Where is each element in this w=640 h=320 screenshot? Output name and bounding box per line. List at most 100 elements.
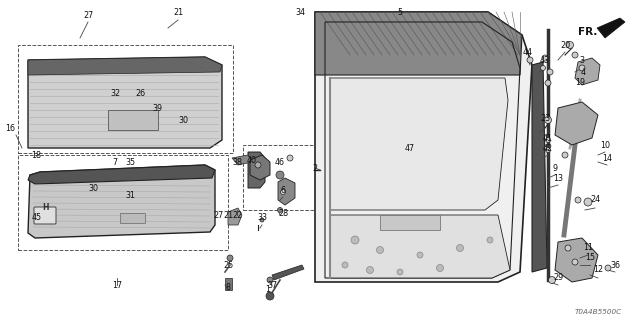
Text: 20: 20 xyxy=(560,41,570,50)
Polygon shape xyxy=(28,57,222,75)
Text: 1: 1 xyxy=(266,285,271,294)
Text: 35: 35 xyxy=(125,157,135,166)
Circle shape xyxy=(255,162,261,168)
Circle shape xyxy=(579,65,585,71)
Polygon shape xyxy=(272,265,304,280)
Text: 24: 24 xyxy=(590,196,600,204)
Circle shape xyxy=(278,207,282,212)
Polygon shape xyxy=(315,12,532,282)
Circle shape xyxy=(545,116,552,124)
Circle shape xyxy=(547,69,553,75)
Polygon shape xyxy=(278,178,295,205)
Text: 36: 36 xyxy=(610,260,620,269)
Text: H: H xyxy=(42,204,48,212)
Text: 34: 34 xyxy=(295,7,305,17)
Text: 27: 27 xyxy=(83,11,93,20)
Circle shape xyxy=(351,236,359,244)
Text: 23: 23 xyxy=(540,114,550,123)
Text: 39: 39 xyxy=(152,103,162,113)
Circle shape xyxy=(605,265,611,271)
Text: 2: 2 xyxy=(312,164,317,172)
Circle shape xyxy=(436,265,444,271)
Circle shape xyxy=(545,138,550,142)
Circle shape xyxy=(541,66,545,70)
Text: 38: 38 xyxy=(232,157,242,166)
Text: 13: 13 xyxy=(553,173,563,182)
Text: 16: 16 xyxy=(5,124,15,132)
Circle shape xyxy=(287,155,293,161)
Text: 45: 45 xyxy=(32,213,42,222)
Text: 25: 25 xyxy=(223,260,233,269)
Polygon shape xyxy=(555,238,598,282)
FancyBboxPatch shape xyxy=(34,207,56,224)
Text: 47: 47 xyxy=(405,143,415,153)
Circle shape xyxy=(572,259,578,265)
Text: 15: 15 xyxy=(585,253,595,262)
Text: 31: 31 xyxy=(125,190,135,199)
Text: 33: 33 xyxy=(257,213,267,222)
Polygon shape xyxy=(250,155,270,180)
Text: 8: 8 xyxy=(225,284,230,292)
Text: 29: 29 xyxy=(553,274,563,283)
Text: 11: 11 xyxy=(583,244,593,252)
Circle shape xyxy=(545,80,551,86)
Circle shape xyxy=(527,57,533,63)
Polygon shape xyxy=(248,152,265,188)
Text: 3: 3 xyxy=(579,55,584,65)
Circle shape xyxy=(260,218,264,222)
Polygon shape xyxy=(28,165,215,238)
Text: 22: 22 xyxy=(232,211,242,220)
Text: 30: 30 xyxy=(178,116,188,124)
Circle shape xyxy=(545,148,550,153)
Circle shape xyxy=(376,246,383,253)
Polygon shape xyxy=(532,62,547,272)
Circle shape xyxy=(280,189,285,195)
Circle shape xyxy=(575,197,581,203)
Circle shape xyxy=(572,52,578,58)
Text: 37: 37 xyxy=(267,281,277,290)
Text: 26: 26 xyxy=(135,89,145,98)
Polygon shape xyxy=(555,102,598,145)
Circle shape xyxy=(417,252,423,258)
Text: 9: 9 xyxy=(552,164,557,172)
Text: 28: 28 xyxy=(278,209,288,218)
Circle shape xyxy=(487,237,493,243)
Circle shape xyxy=(342,262,348,268)
Text: 17: 17 xyxy=(112,281,122,290)
Text: 41: 41 xyxy=(543,133,553,142)
Text: 19: 19 xyxy=(575,77,585,86)
Circle shape xyxy=(276,171,284,179)
Polygon shape xyxy=(380,215,440,230)
Circle shape xyxy=(548,276,556,284)
Text: 12: 12 xyxy=(593,266,603,275)
Polygon shape xyxy=(597,18,625,38)
Text: 4: 4 xyxy=(580,68,586,76)
Polygon shape xyxy=(575,58,600,85)
Text: 44: 44 xyxy=(523,47,533,57)
Text: 27: 27 xyxy=(213,211,223,220)
Text: 6: 6 xyxy=(280,186,285,195)
Circle shape xyxy=(562,152,568,158)
Circle shape xyxy=(397,269,403,275)
Circle shape xyxy=(542,55,548,61)
Circle shape xyxy=(456,244,463,252)
Text: 43: 43 xyxy=(540,55,550,65)
Polygon shape xyxy=(225,278,232,290)
Circle shape xyxy=(267,277,273,283)
Circle shape xyxy=(565,245,571,251)
Text: T0A4B5500C: T0A4B5500C xyxy=(575,309,622,315)
Text: 21: 21 xyxy=(173,7,183,17)
Circle shape xyxy=(367,267,374,274)
Text: 18: 18 xyxy=(31,150,41,159)
Text: 10: 10 xyxy=(600,140,610,149)
Text: 5: 5 xyxy=(397,7,403,17)
Bar xyxy=(120,213,145,223)
Text: 32: 32 xyxy=(110,89,120,98)
Text: 40: 40 xyxy=(247,156,257,164)
Text: 46: 46 xyxy=(275,157,285,166)
Circle shape xyxy=(266,292,274,300)
Polygon shape xyxy=(232,155,252,165)
Text: 14: 14 xyxy=(602,154,612,163)
Bar xyxy=(108,110,158,130)
Circle shape xyxy=(584,198,592,206)
